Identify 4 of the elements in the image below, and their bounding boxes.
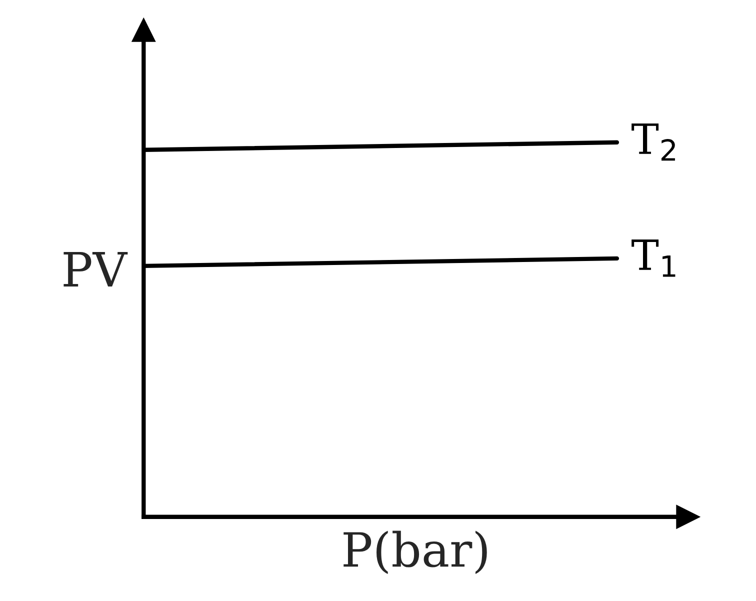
series-label: T$_{2}$	[632, 123, 675, 161]
x-axis-title: P(bar)	[344, 530, 487, 574]
series-label: T$_{1}$	[632, 240, 676, 277]
y-axis-title: PV	[64, 252, 128, 286]
